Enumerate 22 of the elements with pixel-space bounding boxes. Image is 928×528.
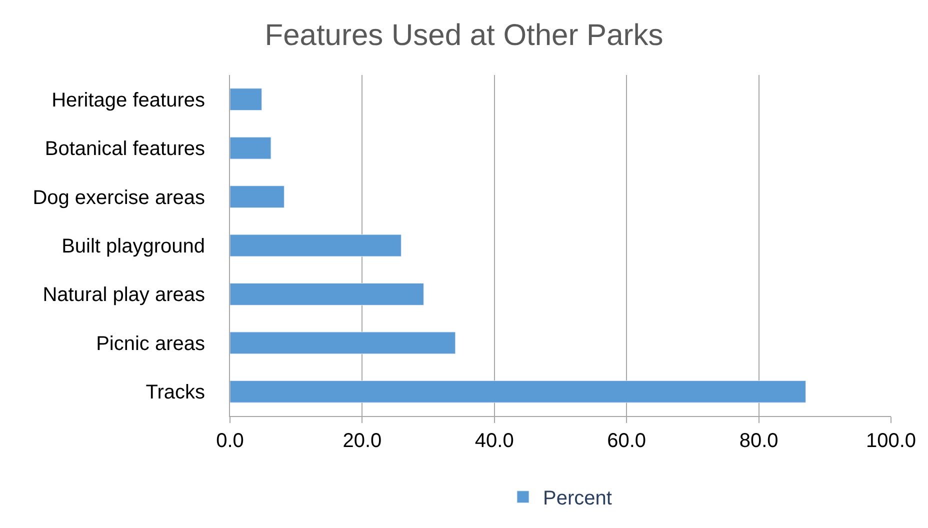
chart-title: Features Used at Other Parks: [264, 18, 664, 52]
bar: [230, 380, 806, 403]
bar: [230, 88, 262, 111]
legend-label: Percent: [543, 488, 612, 510]
y-tick-label: Picnic areas: [96, 332, 205, 355]
bar: [230, 283, 424, 306]
x-tick-label: 80.0: [739, 430, 778, 452]
y-tick-label: Botanical features: [44, 138, 205, 160]
bar: [230, 234, 402, 257]
y-tick-label: Tracks: [146, 382, 205, 404]
y-tick-label: Natural play areas: [42, 284, 205, 306]
x-tick-label: 20.0: [342, 430, 382, 452]
x-tick-label: 0.0: [216, 430, 244, 452]
bar: [230, 136, 272, 160]
x-tick-label: 100.0: [866, 430, 916, 452]
x-tick-label: 40.0: [474, 430, 514, 452]
y-tick-label: Heritage features: [52, 89, 205, 112]
y-tick-label: Dog exercise areas: [32, 186, 205, 209]
x-tick-label: 60.0: [607, 430, 646, 452]
y-tick-label: Built playground: [62, 236, 205, 258]
bar: [230, 332, 456, 354]
bar: [230, 186, 284, 208]
